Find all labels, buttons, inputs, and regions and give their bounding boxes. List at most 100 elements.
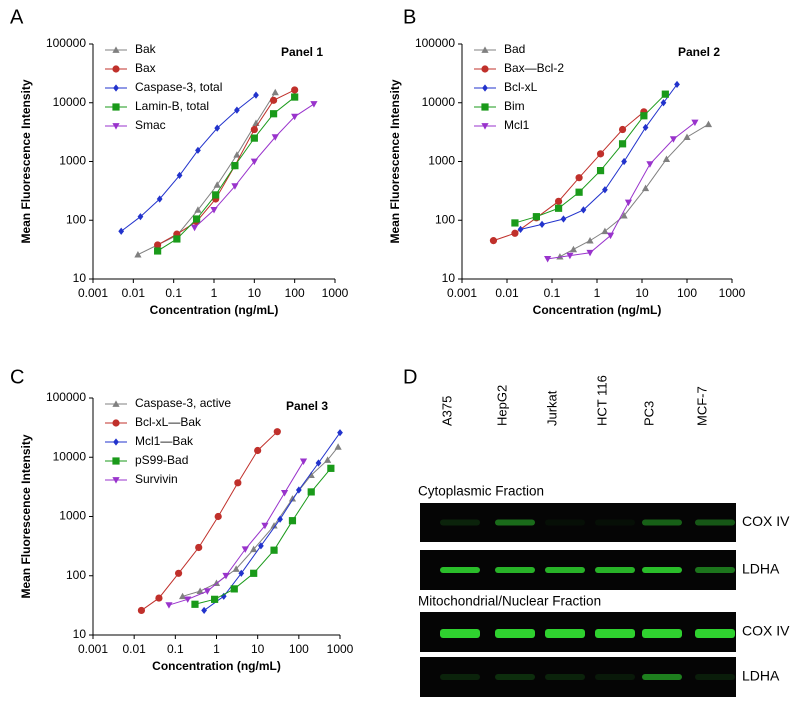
y-tick-label: 100000 <box>46 36 86 50</box>
y-tick-label: 100 <box>66 568 86 582</box>
legend-label: Bad <box>504 42 525 56</box>
lane-label: HCT 116 <box>594 375 609 426</box>
marker <box>211 595 219 603</box>
blot-band <box>642 629 682 638</box>
marker <box>214 512 222 521</box>
marker <box>271 134 279 141</box>
marker <box>238 569 245 577</box>
y-tick-label: 10000 <box>53 449 87 463</box>
marker <box>602 186 608 194</box>
legend-label: Lamin-B, total <box>135 99 209 113</box>
marker <box>231 162 239 170</box>
series-line <box>168 461 304 606</box>
marker <box>280 490 289 497</box>
legend-marker <box>481 65 489 73</box>
panel-letter: A <box>10 6 24 28</box>
x-tick-label: 1000 <box>327 642 354 656</box>
x-tick-label: 0.1 <box>165 286 182 300</box>
x-tick-label: 0.01 <box>495 286 519 300</box>
marker <box>575 174 583 182</box>
marker <box>233 151 241 158</box>
marker <box>184 596 192 603</box>
y-tick-label: 100 <box>435 212 455 226</box>
blot-band <box>695 674 735 680</box>
panel-title: Panel 1 <box>281 45 323 59</box>
legend-label: Bcl-xL <box>504 80 538 94</box>
marker <box>191 600 199 608</box>
legend-label: Caspase-3, total <box>135 80 222 94</box>
legend-label: Mcl1—Bak <box>135 434 194 448</box>
legend-marker <box>113 84 119 92</box>
row-label: COX IV <box>742 623 790 639</box>
marker <box>618 125 627 134</box>
marker <box>642 123 649 132</box>
marker <box>190 224 199 232</box>
marker <box>641 184 650 192</box>
marker <box>222 572 230 580</box>
marker <box>662 155 671 162</box>
blot-band <box>545 519 585 526</box>
marker <box>704 120 713 128</box>
series-line <box>493 111 645 242</box>
y-tick-label: 1000 <box>59 509 86 523</box>
blot-band <box>695 567 735 573</box>
legend-label: Bim <box>504 99 525 113</box>
marker <box>212 191 220 199</box>
fraction-title: Mitochondrial/Nuclear Fraction <box>418 594 601 609</box>
blot-strip <box>420 503 736 542</box>
marker <box>210 207 218 214</box>
fraction-title: Cytoplasmic Fraction <box>418 484 544 499</box>
marker <box>154 247 162 255</box>
x-tick-label: 100 <box>677 286 697 300</box>
marker <box>586 237 594 244</box>
marker <box>299 458 308 466</box>
panel-title: Panel 3 <box>286 399 328 413</box>
marker <box>669 136 678 143</box>
blot-band <box>495 674 535 680</box>
marker <box>621 157 627 166</box>
legend-marker <box>112 477 120 484</box>
marker <box>532 213 540 221</box>
legend-marker <box>112 123 120 130</box>
blot-band <box>545 629 585 638</box>
panel-title: Panel 2 <box>678 45 720 59</box>
legend-marker <box>481 46 489 53</box>
marker <box>674 80 680 89</box>
marker <box>234 106 240 114</box>
x-tick-label: 100 <box>285 286 305 300</box>
x-tick-label: 1000 <box>322 286 349 300</box>
blot-band <box>642 519 682 526</box>
legend-label: Survivin <box>135 472 178 486</box>
y-axis-label: Mean Fluorescence Intensity <box>19 79 33 243</box>
marker <box>253 91 259 99</box>
legend-marker <box>113 438 119 446</box>
marker <box>624 199 633 207</box>
blot-band <box>695 629 735 638</box>
legend-marker <box>481 103 489 111</box>
blot-band <box>595 567 635 573</box>
marker <box>291 86 299 94</box>
legend-label: Bcl-xL—Bak <box>135 415 202 429</box>
series-line <box>137 92 276 256</box>
marker <box>517 225 524 233</box>
legend-marker <box>112 65 120 73</box>
marker <box>310 101 318 108</box>
marker <box>307 488 315 496</box>
blot-band <box>495 629 535 638</box>
series-line <box>203 432 341 611</box>
panel-letter: D <box>403 366 417 388</box>
x-tick-label: 10 <box>635 286 649 300</box>
x-tick-label: 0.1 <box>544 286 561 300</box>
marker <box>156 195 163 203</box>
marker <box>324 456 332 463</box>
legend-marker <box>112 46 120 53</box>
marker <box>334 443 342 450</box>
marker <box>220 592 227 600</box>
marker <box>661 90 669 98</box>
marker <box>203 588 211 595</box>
blot-band <box>440 567 480 573</box>
blot-band <box>440 674 480 680</box>
marker <box>580 206 587 214</box>
marker <box>620 211 628 219</box>
